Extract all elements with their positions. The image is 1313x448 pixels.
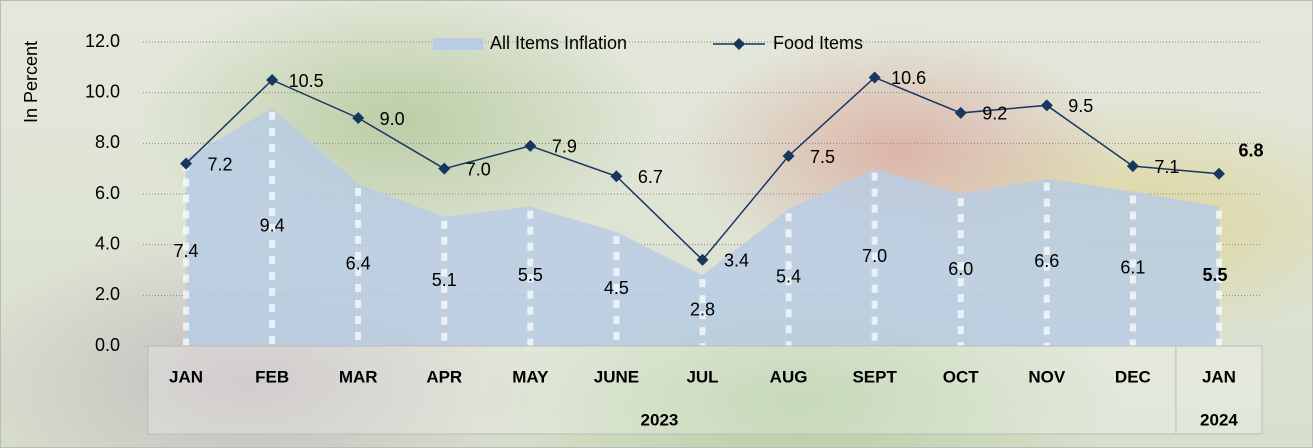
data-label: 7.5 [810, 147, 835, 167]
data-label: 6.4 [346, 254, 371, 274]
line-marker [438, 163, 450, 175]
y-tick-label: 6.0 [95, 183, 120, 203]
x-tick-label: OCT [943, 367, 980, 386]
data-label: 9.5 [1068, 96, 1093, 116]
data-label: 9.0 [380, 109, 405, 129]
x-tick-label: APR [426, 367, 462, 386]
group-label: 2024 [1200, 410, 1238, 429]
data-label: 6.0 [948, 259, 973, 279]
x-tick-label: MAY [512, 367, 549, 386]
line-marker [524, 140, 536, 152]
y-tick-label: 0.0 [95, 335, 120, 355]
line-marker [1127, 160, 1139, 172]
legend-label: Food Items [773, 33, 863, 53]
x-tick-label: SEPT [852, 367, 897, 386]
x-tick-label: FEB [255, 367, 289, 386]
group-label: 2023 [641, 410, 679, 429]
data-label: 6.6 [1034, 251, 1059, 271]
data-label: 9.4 [260, 216, 285, 236]
data-label: 6.1 [1120, 257, 1145, 277]
x-tick-label: JAN [1202, 367, 1236, 386]
data-label: 2.8 [690, 299, 715, 319]
chart-container: In Percent 0.0 2.0 4.0 6.0 8.0 10.0 12.0 JAN FEB… [0, 0, 1313, 448]
data-label: 7.4 [174, 241, 199, 261]
data-label: 7.0 [862, 246, 887, 266]
y-tick-label: 4.0 [95, 233, 120, 253]
legend-swatch [433, 38, 483, 50]
data-label: 7.1 [1154, 157, 1179, 177]
y-tick-label: 10.0 [85, 81, 120, 101]
y-tick-label: 12.0 [85, 31, 120, 51]
data-label: 5.1 [432, 270, 457, 290]
data-label: 5.4 [776, 266, 801, 286]
data-label: 5.5 [1202, 265, 1227, 285]
line-marker [1041, 99, 1053, 111]
line-marker [955, 107, 967, 119]
data-label: 9.2 [982, 104, 1007, 124]
chart: In Percent 0.0 2.0 4.0 6.0 8.0 10.0 12.0 JAN FEB… [0, 0, 1313, 448]
x-tick-label: AUG [770, 367, 808, 386]
data-label: 3.4 [724, 251, 749, 271]
data-label: 7.2 [208, 154, 233, 174]
legend-marker [733, 38, 745, 50]
data-label: 10.5 [289, 71, 324, 91]
data-label: 10.6 [891, 68, 926, 88]
data-label: 6.7 [638, 167, 663, 187]
y-axis-label: In Percent [21, 41, 41, 123]
data-label: 6.8 [1238, 140, 1263, 160]
data-label: 5.5 [518, 265, 543, 285]
line-marker [1213, 168, 1225, 180]
x-tick-label: MAR [339, 367, 378, 386]
line-marker [352, 112, 364, 124]
data-label: 7.9 [552, 137, 577, 157]
y-tick-label: 8.0 [95, 132, 120, 152]
y-tick-label: 2.0 [95, 284, 120, 304]
x-tick-label: DEC [1115, 367, 1151, 386]
data-label: 4.5 [604, 278, 629, 298]
category-box [148, 346, 1262, 434]
x-tick-label: JAN [169, 367, 203, 386]
x-tick-label: NOV [1028, 367, 1066, 386]
legend-label: All Items Inflation [490, 33, 627, 53]
x-tick-label: JUL [686, 367, 718, 386]
x-tick-label: JUNE [594, 367, 639, 386]
data-label: 7.0 [466, 159, 491, 179]
